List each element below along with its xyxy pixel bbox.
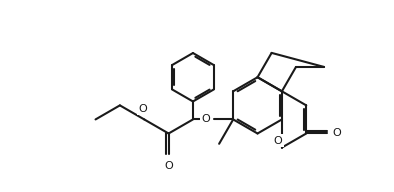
Text: O: O (201, 114, 210, 124)
Text: O: O (138, 104, 147, 114)
Text: O: O (333, 128, 341, 138)
Text: O: O (273, 136, 282, 146)
Text: O: O (164, 161, 173, 171)
